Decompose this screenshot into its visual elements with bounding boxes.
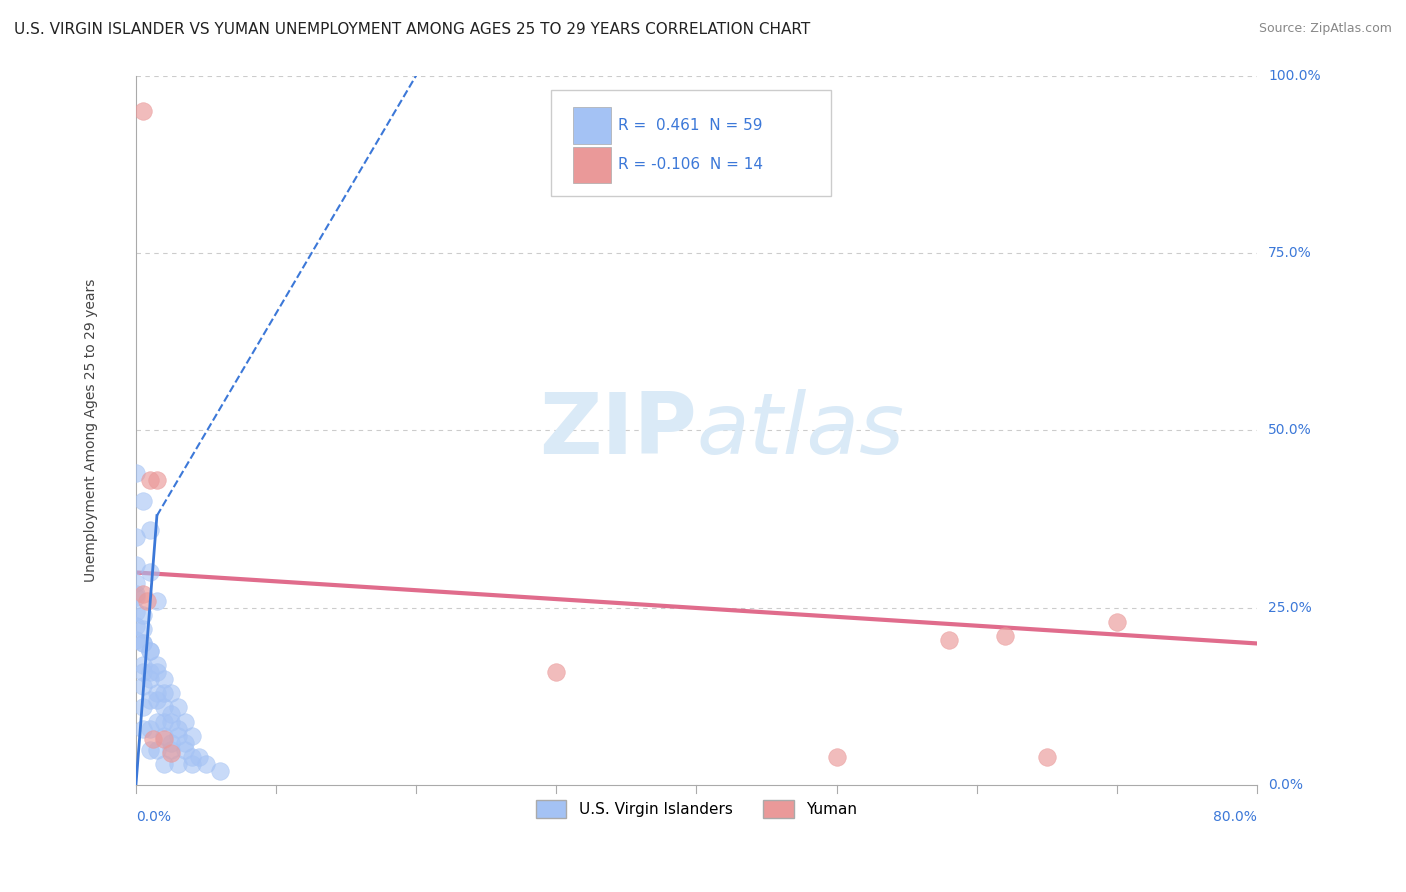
Point (546, 665, 568, 679)
Point (153, 700, 176, 714)
Legend: U.S. Virgin Islanders, Yuman: U.S. Virgin Islanders, Yuman (530, 794, 863, 824)
Point (208, 764, 231, 779)
Text: 0.0%: 0.0% (1268, 779, 1303, 792)
Point (153, 714, 176, 729)
Point (125, 558, 148, 573)
Point (194, 757, 217, 772)
Point (174, 736, 197, 750)
Point (160, 714, 183, 729)
Point (167, 729, 190, 743)
Point (181, 729, 204, 743)
Point (825, 750, 848, 764)
Point (994, 629, 1017, 643)
Point (125, 618, 148, 632)
Text: Unemployment Among Ages 25 to 29 years: Unemployment Among Ages 25 to 29 years (84, 279, 98, 582)
Point (125, 530, 148, 544)
Point (132, 665, 155, 679)
Point (153, 729, 176, 743)
Point (132, 494, 155, 508)
Text: R =  0.461  N = 59: R = 0.461 N = 59 (619, 119, 762, 134)
Text: 0.0%: 0.0% (136, 810, 172, 824)
Text: 25.0%: 25.0% (1268, 601, 1312, 615)
Point (153, 686, 176, 700)
Point (132, 103, 155, 118)
Point (146, 743, 169, 757)
Point (139, 473, 162, 487)
Point (125, 632, 148, 647)
Point (187, 750, 209, 764)
Point (132, 657, 155, 672)
Point (160, 736, 183, 750)
Point (167, 722, 190, 736)
Point (125, 605, 148, 619)
Point (132, 636, 155, 650)
Point (125, 576, 148, 591)
Point (136, 594, 159, 608)
Point (146, 714, 169, 729)
Point (132, 622, 155, 636)
Point (181, 757, 204, 772)
Text: atlas: atlas (696, 389, 904, 472)
Text: 75.0%: 75.0% (1268, 246, 1312, 260)
Point (139, 566, 162, 580)
Point (146, 657, 169, 672)
Point (132, 636, 155, 650)
Point (139, 672, 162, 686)
FancyBboxPatch shape (551, 90, 831, 196)
Text: 80.0%: 80.0% (1213, 810, 1257, 824)
Point (132, 679, 155, 693)
Point (153, 757, 176, 772)
Point (1105, 615, 1128, 629)
Point (181, 750, 204, 764)
Point (139, 643, 162, 657)
Text: ZIP: ZIP (538, 389, 696, 472)
Point (146, 686, 169, 700)
Point (167, 757, 190, 772)
Text: Source: ZipAtlas.com: Source: ZipAtlas.com (1258, 22, 1392, 36)
FancyBboxPatch shape (574, 146, 612, 184)
Point (146, 693, 169, 707)
Point (938, 632, 960, 647)
Point (125, 466, 148, 480)
Point (146, 594, 169, 608)
Point (139, 722, 162, 736)
Point (160, 743, 183, 757)
Point (160, 747, 183, 761)
Point (153, 672, 176, 686)
Point (132, 700, 155, 714)
Point (146, 665, 169, 679)
Point (125, 587, 148, 601)
Point (174, 743, 197, 757)
Point (146, 473, 169, 487)
Point (132, 587, 155, 601)
Point (160, 707, 183, 722)
Point (174, 714, 197, 729)
Point (153, 732, 176, 747)
Point (1035, 750, 1057, 764)
Point (125, 591, 148, 605)
Point (160, 686, 183, 700)
Text: U.S. VIRGIN ISLANDER VS YUMAN UNEMPLOYMENT AMONG AGES 25 TO 29 YEARS CORRELATION: U.S. VIRGIN ISLANDER VS YUMAN UNEMPLOYME… (14, 22, 810, 37)
Point (139, 743, 162, 757)
Point (132, 608, 155, 623)
Point (142, 732, 165, 747)
Text: R = -0.106  N = 14: R = -0.106 N = 14 (619, 158, 763, 172)
Point (132, 722, 155, 736)
Text: 100.0%: 100.0% (1268, 69, 1320, 83)
FancyBboxPatch shape (574, 107, 612, 145)
Point (139, 643, 162, 657)
Point (139, 693, 162, 707)
Point (167, 700, 190, 714)
Point (139, 665, 162, 679)
Text: 50.0%: 50.0% (1268, 424, 1312, 437)
Point (139, 523, 162, 537)
